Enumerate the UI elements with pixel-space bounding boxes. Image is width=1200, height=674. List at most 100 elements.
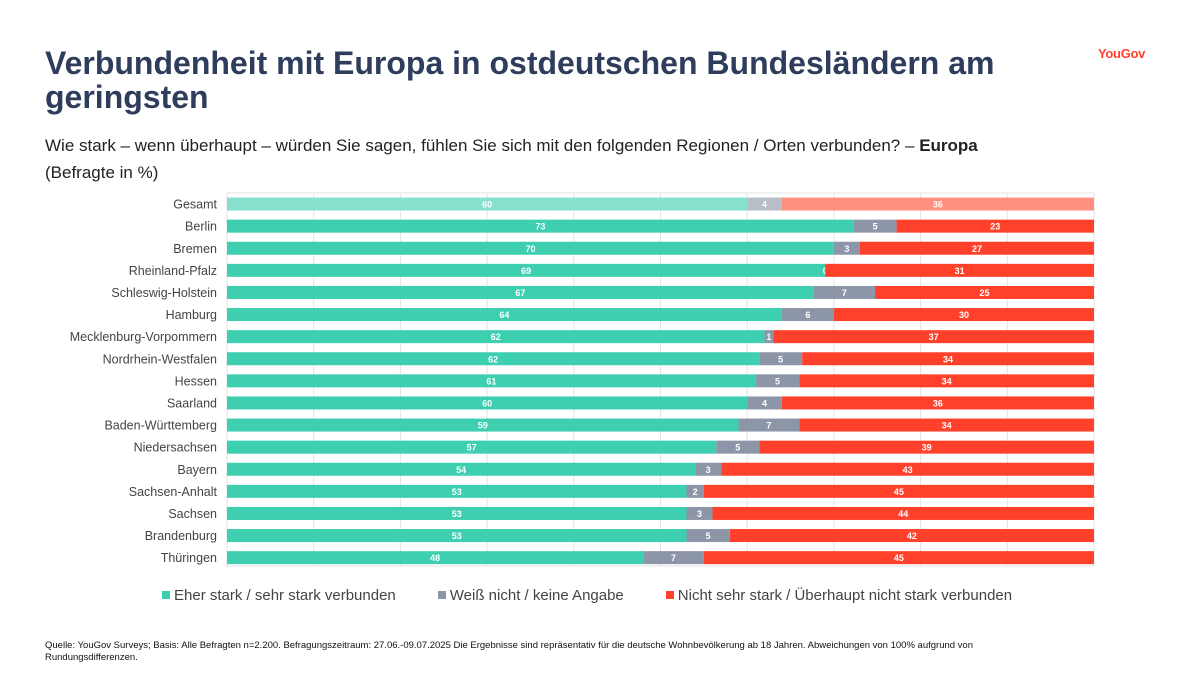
bar-segment-strong (227, 374, 756, 388)
legend-swatch-weak (665, 591, 674, 599)
bar-segment-strong (227, 440, 717, 454)
bar-segment-weak (859, 241, 1094, 255)
bar-segment-weak (896, 219, 1094, 233)
category-label: Thüringen (161, 551, 217, 565)
data-label-weak: 34 (942, 376, 952, 386)
bar-segment-unknown (643, 551, 704, 565)
bar-segment-strong (227, 285, 814, 299)
bar-segment-strong (227, 484, 687, 498)
bar-segment-strong (227, 330, 765, 344)
data-label-unknown: 5 (778, 354, 783, 364)
bar-segment-weak (825, 263, 1094, 277)
bar-segment-weak (703, 551, 1094, 565)
category-label: Nordrhein-Westfalen (103, 352, 217, 366)
data-label-strong: 67 (515, 288, 525, 298)
data-label-strong: 62 (491, 332, 501, 342)
data-label-weak: 27 (972, 244, 982, 254)
bar-segment-weak (802, 352, 1094, 366)
data-label-strong: 60 (482, 398, 492, 408)
data-label-unknown: 6 (805, 310, 810, 320)
data-label-weak: 45 (894, 487, 904, 497)
bar-segment-strong (227, 506, 687, 520)
category-label: Rheinland-Pfalz (129, 264, 217, 278)
bar-segment-weak (799, 418, 1094, 432)
category-label: Saarland (167, 396, 217, 410)
yougov-logo: YouGov (1098, 46, 1146, 61)
bar-segment-weak (759, 440, 1094, 454)
legend-label-strong: Eher stark / sehr stark verbunden (174, 586, 396, 604)
bar-segment-strong (227, 352, 760, 366)
bar-segment-strong (227, 396, 748, 410)
data-label-weak: 36 (933, 398, 943, 408)
data-label-strong: 53 (452, 509, 462, 519)
bar-segment-weak (703, 484, 1094, 498)
bar-segment-unknown (686, 506, 713, 520)
data-label-unknown: 7 (766, 421, 771, 431)
bar-segment-strong (227, 241, 834, 255)
data-label-weak: 45 (894, 553, 904, 563)
bar-segment-unknown (781, 308, 834, 322)
category-label: Bayern (177, 463, 217, 477)
data-label-unknown: 7 (671, 553, 676, 563)
legend-label-weak: Nicht sehr stark / Überhaupt nicht stark… (677, 586, 1013, 604)
bar-segment-unknown (747, 396, 782, 410)
data-label-unknown: 3 (844, 244, 849, 254)
data-label-unknown: 7 (842, 288, 847, 298)
bar-segment-weak (773, 330, 1094, 344)
legend-item-weak: Nicht sehr stark / Überhaupt nicht stark… (665, 586, 1013, 604)
bar-segment-strong (227, 308, 782, 322)
data-label-unknown: 4 (762, 200, 767, 210)
data-label-unknown: 1 (766, 332, 771, 342)
data-label-strong: 70 (525, 244, 535, 254)
category-label: Hamburg (166, 308, 217, 322)
data-label-weak: 34 (943, 354, 953, 364)
chart-legend: Eher stark / sehr stark verbunden Weiß n… (162, 585, 1054, 605)
bar-segment-unknown (764, 330, 774, 344)
chart-subtitle: Wie stark – wenn überhaupt – würden Sie … (45, 132, 1045, 186)
bar-segment-unknown (747, 197, 782, 211)
data-label-strong: 60 (482, 200, 492, 210)
legend-item-unknown: Weiß nicht / keine Angabe (437, 586, 624, 604)
data-label-unknown: 5 (706, 531, 711, 541)
data-label-weak: 37 (929, 332, 939, 342)
data-label-weak: 25 (980, 288, 990, 298)
bar-segment-unknown (813, 285, 876, 299)
bar-segment-strong (227, 529, 687, 543)
data-label-strong: 64 (499, 310, 509, 320)
legend-swatch-unknown (437, 591, 446, 599)
data-label-unknown: 5 (775, 376, 780, 386)
bar-segment-weak (729, 529, 1094, 543)
bar-segment-unknown (686, 529, 730, 543)
source-footnote: Quelle: YouGov Surveys; Basis: Alle Befr… (45, 640, 973, 663)
bar-segment-unknown (686, 484, 704, 498)
legend-swatch-strong (162, 591, 170, 599)
category-label: Bremen (173, 242, 217, 256)
data-label-strong: 57 (467, 443, 477, 453)
data-label-strong: 69 (521, 266, 531, 276)
bar-segment-strong (227, 263, 826, 277)
data-label-weak: 44 (898, 509, 908, 519)
data-label-strong: 54 (456, 465, 466, 475)
data-label-strong: 62 (488, 354, 498, 364)
bar-segment-strong (227, 219, 854, 233)
bar-segment-unknown (853, 219, 897, 233)
bar-segment-strong (227, 197, 748, 211)
data-label-weak: 23 (990, 222, 1000, 232)
data-label-unknown: 5 (735, 443, 740, 453)
legend-item-strong: Eher stark / sehr stark verbunden (162, 587, 396, 604)
bar-segment-strong (227, 462, 696, 476)
category-label: Hessen (175, 374, 217, 388)
bar-segment-strong (227, 418, 739, 432)
bar-segment-unknown (759, 352, 803, 366)
legend-label-unknown: Weiß nicht / keine Angabe (449, 586, 624, 604)
category-label: Sachsen-Anhalt (129, 485, 218, 499)
data-label-strong: 59 (478, 421, 488, 431)
data-label-unknown: 2 (693, 487, 698, 497)
page-title: Verbundenheit mit Europa in ostdeutschen… (45, 45, 995, 115)
data-label-weak: 31 (955, 266, 965, 276)
category-label: Mecklenburg-Vorpommern (70, 330, 217, 344)
subtitle-emphasis: Europa (919, 136, 978, 155)
data-label-strong: 73 (535, 222, 545, 232)
data-label-strong: 48 (430, 553, 440, 563)
data-label-weak: 34 (942, 421, 952, 431)
